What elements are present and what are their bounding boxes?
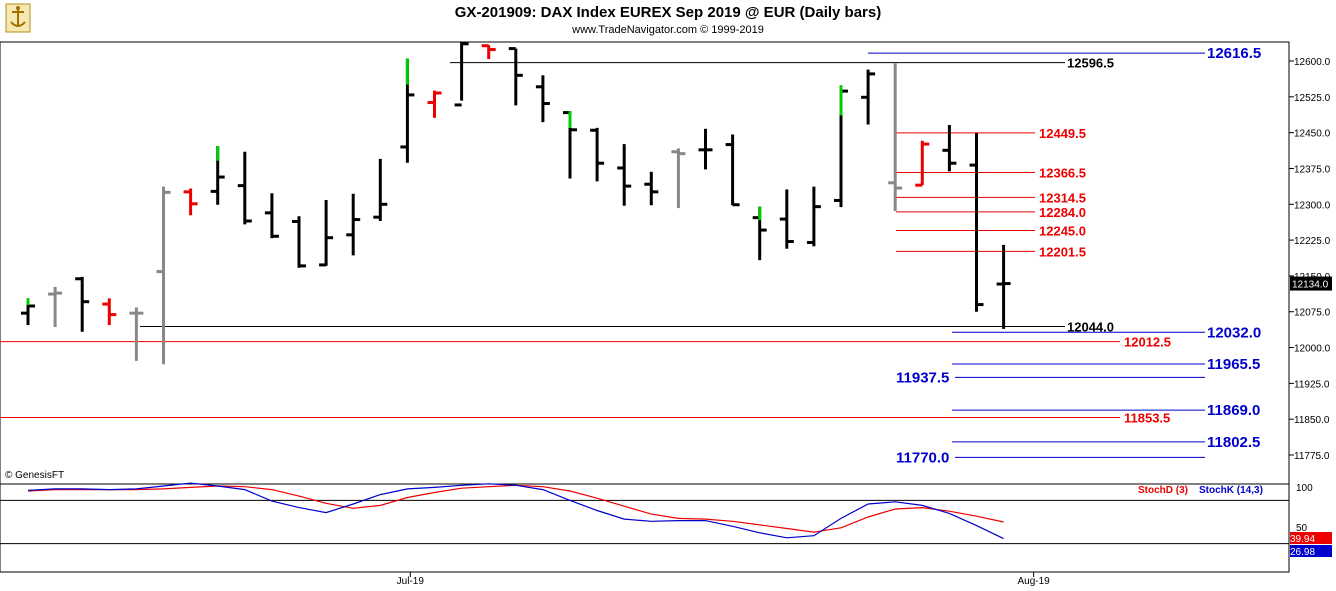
level-label: 11802.5 xyxy=(1207,434,1260,451)
level-label: 11869.0 xyxy=(1207,402,1260,419)
price-tick-label: 12300.0 xyxy=(1294,200,1331,211)
level-label: 12314.5 xyxy=(1039,190,1086,205)
chart-subtitle: www.TradeNavigator.com © 1999-2019 xyxy=(571,24,764,36)
level-label: 11770.0 xyxy=(896,449,949,466)
stoch-tick-label: 100 xyxy=(1296,483,1313,494)
price-tick-label: 12225.0 xyxy=(1294,236,1331,247)
price-tick-label: 12525.0 xyxy=(1294,93,1331,104)
stoch-tick-label: 50 xyxy=(1296,523,1308,534)
price-tick-label: 12375.0 xyxy=(1294,164,1331,175)
price-tick-label: 12600.0 xyxy=(1294,57,1331,68)
level-label: 12245.0 xyxy=(1039,224,1086,239)
stoch-k-last-box xyxy=(1290,545,1332,557)
level-label: 12032.0 xyxy=(1207,324,1261,341)
level-lines: 12616.5 12596.5 12449.5 12366.5 12314.512284… xyxy=(0,45,1261,466)
level-label: 12596.5 xyxy=(1067,56,1114,71)
stoch-d-last-label: 39.94 xyxy=(1290,534,1315,545)
copyright-label: © GenesisFT xyxy=(5,470,64,481)
navigator-logo-icon xyxy=(5,3,31,33)
stoch-series-line xyxy=(27,484,1004,533)
level-label: 12284.0 xyxy=(1039,205,1086,220)
last-price-box xyxy=(1290,276,1332,291)
level-label: 12366.5 xyxy=(1039,166,1086,181)
price-bars xyxy=(21,41,1011,365)
stoch-legend-k: StochK (14,3) xyxy=(1199,485,1263,496)
level-label: 12449.5 xyxy=(1039,126,1086,141)
price-tick-label: 12075.0 xyxy=(1294,308,1331,319)
level-label: 12044.0 xyxy=(1067,320,1114,335)
price-tick-label: 11850.0 xyxy=(1294,415,1330,426)
stoch-k-last-label: 26.98 xyxy=(1290,547,1315,558)
stoch-pane-frame xyxy=(0,483,1290,573)
level-label: 11965.5 xyxy=(1207,356,1260,373)
time-axis: Jul-19 Aug-19 xyxy=(397,572,1050,587)
stoch-series-line xyxy=(27,482,1004,540)
price-tick-label: 11775.0 xyxy=(1294,451,1330,462)
stochastic-pane: 100 50 StochD (3) StochK (14,3) 39.94 26.98 xyxy=(0,482,1332,558)
time-tick-label: Jul-19 xyxy=(397,576,425,587)
stoch-legend-d: StochD (3) xyxy=(1138,485,1188,496)
last-price-label: 12134.0 xyxy=(1292,280,1329,291)
time-tick-label: Aug-19 xyxy=(1017,576,1050,587)
price-axis: 12600.0 12525.0 12450.0 12375.0 12300.0 12225… xyxy=(1289,57,1332,462)
level-label: 12201.5 xyxy=(1039,244,1086,259)
price-tick-label: 11925.0 xyxy=(1294,379,1330,390)
level-label: 11853.5 xyxy=(1124,411,1170,426)
stoch-d-last-box xyxy=(1290,532,1332,544)
chart-title: GX-201909: DAX Index EUREX Sep 2019 @ EU… xyxy=(455,4,881,21)
price-tick-label: 12000.0 xyxy=(1294,344,1331,355)
level-label: 12012.5 xyxy=(1124,335,1171,350)
level-label: 12616.5 xyxy=(1207,45,1261,62)
price-tick-label: 12450.0 xyxy=(1294,129,1331,140)
level-label: 11937.5 xyxy=(896,369,949,386)
